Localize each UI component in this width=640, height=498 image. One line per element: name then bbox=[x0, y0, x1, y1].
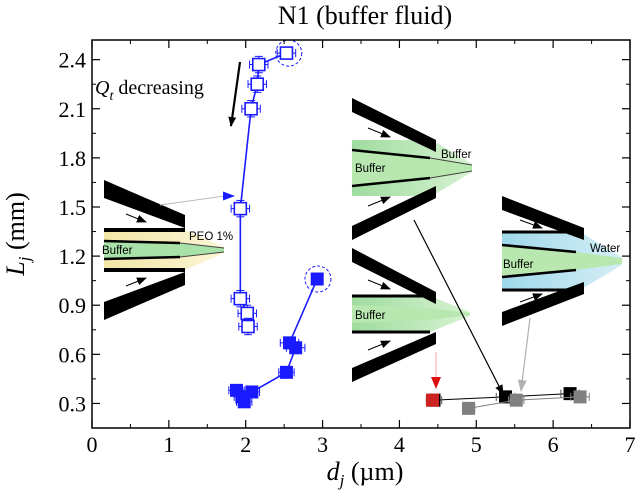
data-point bbox=[250, 77, 265, 92]
inset-peo: Buffer PEO 1% bbox=[102, 180, 233, 320]
data-point bbox=[244, 101, 258, 116]
x-tick-label: 7 bbox=[625, 432, 636, 457]
series-0 bbox=[230, 46, 297, 336]
data-point bbox=[573, 390, 587, 404]
y-tick-label: 0.9 bbox=[59, 293, 87, 318]
y-tick-label: 2.4 bbox=[59, 48, 87, 73]
data-point bbox=[233, 291, 248, 306]
x-tick-label: 3 bbox=[317, 432, 328, 457]
data-point bbox=[462, 401, 476, 415]
series-3 bbox=[461, 390, 590, 415]
data-point bbox=[241, 319, 255, 334]
data-point bbox=[233, 201, 248, 216]
inset-water-fluid-label: Buffer bbox=[503, 259, 534, 271]
y-tick-label: 1.5 bbox=[59, 195, 87, 220]
pointer-arrow-buffer-top bbox=[413, 219, 504, 395]
inset-peo-outer-label: PEO 1% bbox=[189, 231, 233, 243]
data-point bbox=[279, 365, 293, 379]
data-point bbox=[289, 341, 303, 355]
x-tick-label: 0 bbox=[87, 432, 98, 457]
x-axis-label: dj (µm) bbox=[327, 457, 404, 490]
x-tick-label: 6 bbox=[548, 432, 559, 457]
y-tick-label: 0.3 bbox=[59, 391, 87, 416]
series-2 bbox=[425, 387, 580, 407]
y-tick-label: 1.8 bbox=[59, 146, 87, 171]
series-0-line bbox=[239, 52, 287, 327]
series-1-line bbox=[234, 278, 318, 403]
x-tick-label: 2 bbox=[240, 432, 251, 457]
inset-buffer-top: Buffer Buffer bbox=[351, 98, 473, 240]
pointer-arrow-water bbox=[517, 317, 531, 392]
series-1 bbox=[228, 272, 324, 409]
y-axis-label: Lj (mm) bbox=[1, 192, 34, 276]
data-point bbox=[251, 57, 266, 72]
highlight-circle-1 bbox=[304, 265, 332, 293]
data-point bbox=[509, 393, 523, 407]
inset-buffer-top-outer-label: Buffer bbox=[441, 149, 472, 161]
data-point bbox=[310, 272, 324, 286]
pointer-line-peo bbox=[159, 195, 226, 206]
y-tick-label: 0.6 bbox=[59, 342, 87, 367]
qt-annotation: Qt decreasing bbox=[95, 77, 204, 104]
data-point bbox=[240, 306, 255, 321]
inset-buffer-mid-fluid-label: Buffer bbox=[355, 310, 386, 322]
series-4 bbox=[425, 393, 439, 407]
data-point bbox=[237, 395, 251, 409]
inset-water-outer-label: Water bbox=[590, 243, 620, 255]
data-point bbox=[279, 46, 294, 60]
inset-water: Buffer Water bbox=[501, 196, 622, 326]
inset-peo-fluid-label: Buffer bbox=[102, 245, 133, 257]
data-point bbox=[425, 393, 439, 407]
x-tick-label: 4 bbox=[394, 432, 405, 457]
y-tick-label: 2.1 bbox=[59, 97, 87, 122]
inset-buffer-top-fluid-label: Buffer bbox=[355, 163, 386, 175]
x-tick-label: 1 bbox=[163, 432, 174, 457]
chart-title: N1 (buffer fluid) bbox=[278, 1, 452, 30]
x-tick-label: 5 bbox=[471, 432, 482, 457]
qt-arrow bbox=[228, 61, 242, 127]
inset-buffer-mid: Buffer bbox=[352, 248, 470, 382]
y-tick-label: 1.2 bbox=[59, 244, 87, 269]
